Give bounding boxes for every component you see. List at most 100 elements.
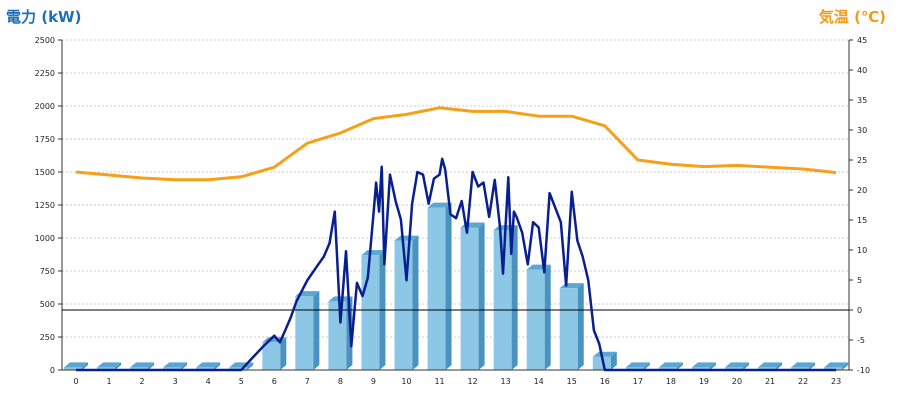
x-tick-label-13: 13 — [501, 377, 511, 386]
temperature-line — [75, 106, 837, 182]
x-tick-label-8: 8 — [338, 377, 343, 386]
bar-side — [478, 222, 485, 370]
bar-front — [460, 227, 479, 370]
right-tick-label--5: -5 — [857, 336, 865, 345]
bar-side — [214, 362, 221, 370]
right-axis-title: 気温 (℃) — [818, 8, 886, 26]
bar-hour-2 — [130, 362, 155, 370]
bar-side — [82, 362, 88, 370]
left-tick-label-500: 500 — [40, 300, 55, 309]
right-tick-label-45: 45 — [857, 36, 867, 45]
bar-front — [130, 367, 149, 370]
bar-side — [544, 264, 551, 370]
bar-side — [809, 362, 816, 370]
right-tick-label-15: 15 — [857, 216, 867, 225]
right-tick-label-30: 30 — [857, 126, 867, 135]
x-tick-label-5: 5 — [239, 377, 244, 386]
bar-side — [247, 362, 254, 370]
x-tick-label-3: 3 — [173, 377, 178, 386]
bar-top — [791, 362, 816, 368]
bar-top — [394, 235, 419, 241]
bar-side — [776, 362, 783, 370]
bar-front — [791, 367, 810, 370]
bar-hour-14 — [526, 264, 551, 370]
x-tick-label-4: 4 — [206, 377, 211, 386]
x-tick-label-21: 21 — [765, 377, 775, 386]
x-tick-label-16: 16 — [600, 377, 610, 386]
left-tick-label-1000: 1000 — [35, 234, 55, 243]
bar-hour-23 — [824, 362, 849, 370]
bar-front — [658, 367, 677, 370]
bar-top — [725, 362, 749, 368]
bar-front — [758, 367, 777, 370]
bar-hour-13 — [493, 225, 518, 370]
x-tick-label-6: 6 — [272, 377, 277, 386]
bar-hour-10 — [394, 235, 419, 370]
grid-lines — [62, 39, 849, 338]
bar-front — [824, 367, 843, 370]
left-tick-label-250: 250 — [40, 333, 55, 342]
power-bars — [64, 202, 849, 370]
bar-hour-0 — [64, 362, 88, 370]
left-tick-label-2250: 2250 — [35, 69, 55, 78]
bar-top — [658, 362, 683, 368]
bar-hour-7 — [295, 291, 320, 370]
right-tick-label-35: 35 — [857, 96, 867, 105]
bar-top — [625, 362, 650, 368]
x-tick-label-18: 18 — [666, 377, 676, 386]
bar-hour-11 — [427, 202, 452, 370]
bar-top — [361, 250, 386, 256]
right-tick-label-10: 10 — [857, 246, 867, 255]
bar-hour-21 — [758, 362, 783, 370]
bar-top — [592, 351, 617, 357]
bar-hour-16 — [592, 351, 617, 370]
bar-front — [295, 296, 314, 370]
bar-side — [743, 362, 749, 370]
bar-side — [412, 235, 419, 370]
bar-side — [511, 225, 518, 370]
x-tick-label-23: 23 — [831, 377, 841, 386]
power-line — [76, 157, 837, 372]
bar-side — [115, 362, 122, 370]
bar-front — [97, 367, 116, 370]
bar-side — [181, 362, 188, 370]
tick-labels: 02505007501000125015001750200022502500-1… — [35, 36, 870, 386]
bar-top — [196, 362, 221, 368]
bar-front — [592, 356, 611, 370]
bar-side — [577, 283, 584, 370]
bar-top — [691, 362, 716, 368]
right-tick-label-40: 40 — [857, 66, 867, 75]
bar-hour-1 — [97, 362, 122, 370]
x-tick-label-7: 7 — [305, 377, 310, 386]
x-tick-label-9: 9 — [371, 377, 376, 386]
x-tick-label-19: 19 — [699, 377, 709, 386]
left-tick-label-1250: 1250 — [35, 201, 55, 210]
bar-top — [97, 362, 122, 368]
bar-front — [427, 207, 446, 370]
x-tick-label-0: 0 — [73, 377, 78, 386]
x-tick-label-15: 15 — [567, 377, 577, 386]
left-tick-label-0: 0 — [50, 366, 55, 375]
bar-front — [526, 269, 545, 370]
right-tick-label-5: 5 — [857, 276, 862, 285]
left-axis-title: 電力 (kW) — [6, 8, 82, 26]
bar-hour-12 — [460, 222, 485, 370]
bar-top — [824, 362, 849, 368]
bar-side — [709, 362, 716, 370]
bar-top — [130, 362, 155, 368]
left-tick-label-750: 750 — [40, 267, 55, 276]
bar-side — [643, 362, 650, 370]
x-tick-label-20: 20 — [732, 377, 742, 386]
bar-hour-22 — [791, 362, 816, 370]
bar-hour-18 — [658, 362, 683, 370]
x-tick-label-22: 22 — [798, 377, 808, 386]
x-tick-label-10: 10 — [401, 377, 411, 386]
x-tick-label-1: 1 — [107, 377, 112, 386]
bar-front — [725, 367, 743, 370]
bar-side — [445, 202, 452, 370]
x-tick-label-14: 14 — [534, 377, 544, 386]
bar-side — [842, 362, 849, 370]
bar-top — [427, 202, 452, 208]
bar-side — [610, 351, 617, 370]
